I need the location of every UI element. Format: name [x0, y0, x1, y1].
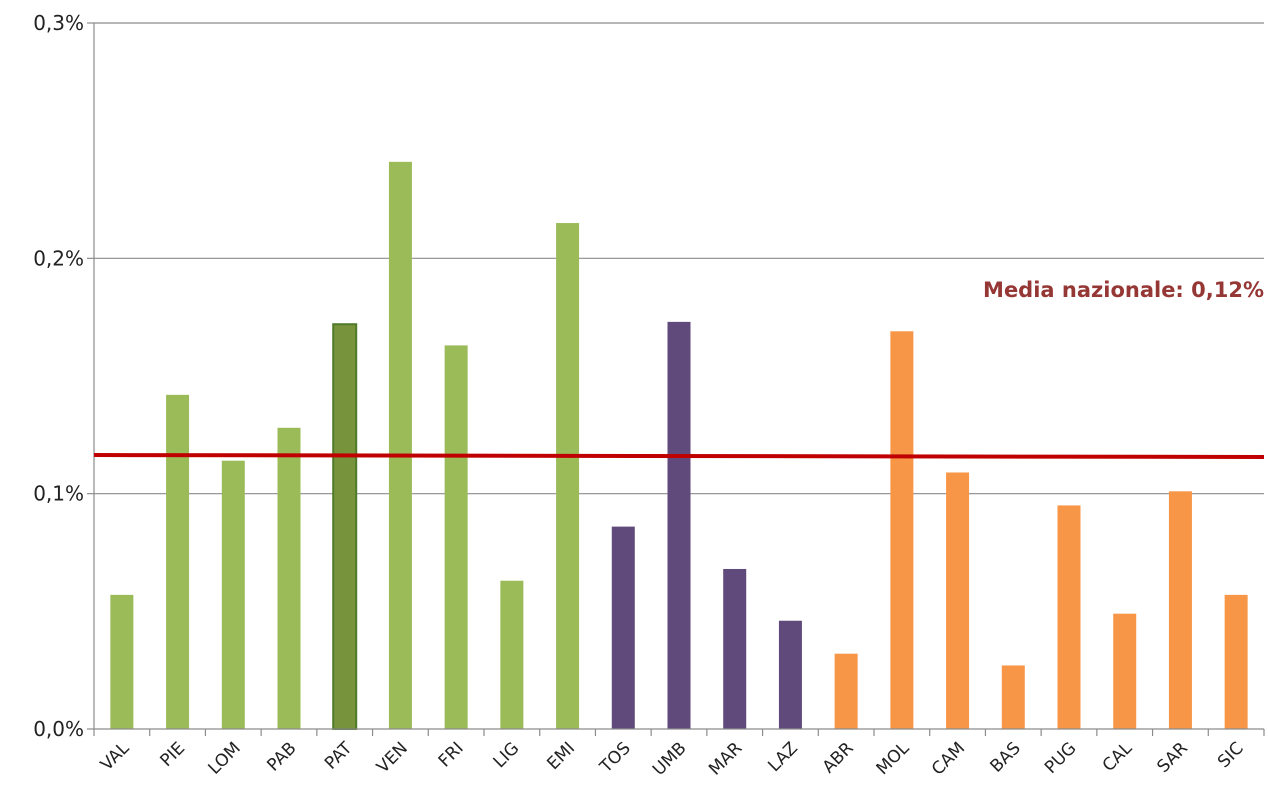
x-tick-label: EMI — [543, 738, 579, 774]
bar-cal — [1113, 613, 1137, 729]
bar-bas — [1001, 665, 1025, 729]
bar-mar — [723, 568, 747, 729]
x-tick-label: PUG — [1041, 738, 1081, 778]
x-tick-label: CAM — [928, 738, 969, 779]
bar-sar — [1168, 491, 1192, 729]
bars — [110, 161, 1248, 730]
bar-pie — [166, 394, 190, 729]
bar-pat — [332, 323, 358, 730]
bar-umb — [667, 321, 691, 729]
x-tick-label: TOS — [596, 738, 635, 777]
average-overlay: Media nazionale: 0,12% — [93, 278, 1265, 460]
bar-emi — [556, 223, 580, 730]
x-tick-label: SAR — [1153, 738, 1192, 777]
y-tick-labels: 0,0% 0,1% 0,2% 0,3% — [33, 11, 84, 741]
y-tick-label: 0,3% — [33, 11, 84, 35]
x-tick-label: SIC — [1214, 738, 1248, 772]
x-tick-label: VEN — [373, 738, 412, 777]
axes — [87, 22, 1265, 736]
bar-sic — [1224, 594, 1248, 729]
bar-mol — [890, 331, 914, 729]
bar-ven — [388, 161, 412, 729]
average-label: Media nazionale: 0,12% — [983, 278, 1264, 302]
y-tick-label: 0,0% — [33, 717, 84, 741]
bar-laz — [778, 620, 802, 729]
x-tick-label: FRI — [435, 738, 468, 771]
bar-abr — [834, 653, 858, 729]
x-tick-label: PAB — [263, 738, 300, 775]
bar-val — [110, 594, 134, 729]
x-tick-label: PIE — [157, 738, 190, 771]
x-tick-label: MOL — [873, 738, 914, 779]
y-tick-label: 0,2% — [33, 246, 84, 270]
bar-lom — [221, 460, 245, 729]
x-tick-label: LAZ — [764, 738, 802, 776]
x-tick-label: LOM — [205, 738, 245, 778]
x-tick-label: ABR — [819, 738, 858, 777]
average-line — [93, 453, 1265, 460]
x-tick-label: MAR — [705, 738, 746, 779]
x-tick-label: VAL — [97, 738, 134, 775]
x-tick-label: LIG — [490, 738, 524, 772]
bar-tos — [611, 526, 635, 729]
bar-fri — [444, 345, 468, 729]
x-tick-label: UMB — [649, 738, 691, 780]
x-tick-label: CAL — [1099, 738, 1137, 776]
x-tick-labels: VAL PIE LOM PAB PAT VEN FRI LIG EMI TOS UMB MAR LAZ A… — [97, 738, 1248, 780]
bar-cam — [946, 472, 970, 729]
y-tick-label: 0,1% — [33, 482, 84, 506]
bar-pug — [1057, 505, 1081, 729]
bar-pab — [277, 427, 301, 729]
x-tick-label: BAS — [987, 738, 1025, 776]
bar-lig — [500, 580, 524, 729]
x-tick-label: PAT — [321, 738, 357, 774]
